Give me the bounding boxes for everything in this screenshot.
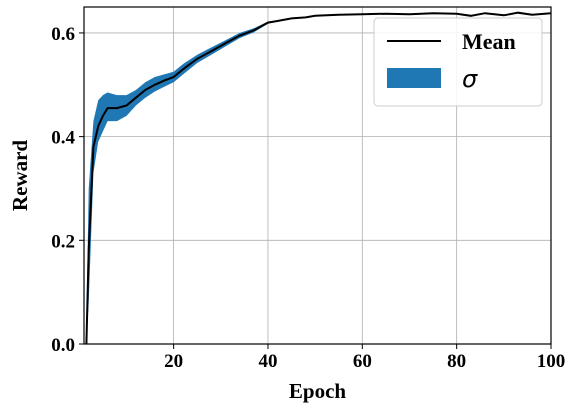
legend-box bbox=[373, 17, 543, 107]
tick-labels: 20 40 60 80 100 0.0 0.2 0.4 0.6 bbox=[51, 24, 565, 372]
y-tick-label: 0.2 bbox=[51, 231, 75, 252]
y-tick-label: 0.0 bbox=[51, 335, 75, 356]
legend-sigma-label: σ bbox=[462, 65, 478, 93]
y-tick-label: 0.4 bbox=[51, 128, 75, 149]
legend-sigma-swatch bbox=[387, 68, 441, 88]
legend: Mean σ bbox=[373, 17, 543, 107]
plot-frame bbox=[83, 6, 552, 345]
x-tick-label: 60 bbox=[353, 351, 372, 372]
legend-mean-label: Mean bbox=[462, 29, 516, 54]
y-tick-label: 0.6 bbox=[51, 24, 75, 45]
x-axis-label: Epoch bbox=[289, 379, 347, 403]
y-axis-label: Reward bbox=[8, 140, 32, 211]
x-tick-label: 20 bbox=[164, 351, 183, 372]
sigma-band bbox=[86, 21, 278, 344]
x-tick-label: 100 bbox=[537, 351, 566, 372]
x-tick-label: 80 bbox=[447, 351, 466, 372]
x-tick-label: 40 bbox=[258, 351, 277, 372]
mean-line bbox=[85, 11, 552, 345]
